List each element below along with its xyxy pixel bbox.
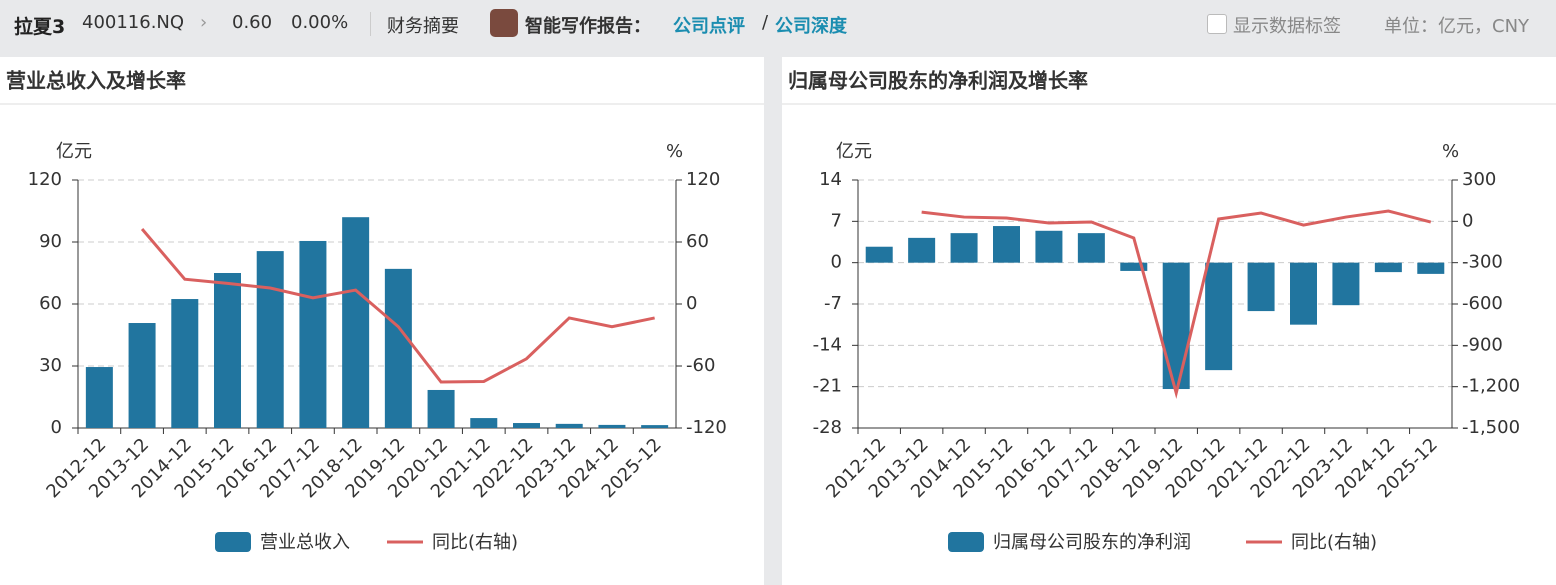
- y-tick-label: 14: [819, 169, 842, 190]
- legend-label: 营业总收入: [260, 532, 350, 553]
- stock-code: 400116.NQ: [82, 12, 185, 33]
- legend-label: 同比(右轴): [432, 532, 518, 553]
- y2-tick-label: -1,200: [1462, 376, 1520, 397]
- bar: [950, 233, 978, 263]
- y2-axis-title: %: [666, 141, 683, 162]
- y-tick-label: 90: [39, 231, 62, 252]
- avatar: [490, 9, 518, 37]
- bar: [865, 246, 893, 263]
- y2-tick-label: 60: [686, 231, 709, 252]
- y-tick-label: 120: [28, 169, 62, 190]
- bar: [513, 423, 540, 428]
- y2-tick-label: -300: [1462, 252, 1503, 273]
- bar: [384, 268, 412, 428]
- y2-tick-label: -1,500: [1462, 417, 1520, 438]
- bar: [214, 273, 241, 428]
- bar: [598, 424, 626, 428]
- bar: [171, 299, 199, 428]
- y-tick-label: -14: [813, 334, 842, 355]
- y-tick-label: -7: [824, 293, 842, 314]
- y2-tick-label: 120: [686, 169, 720, 190]
- bar: [993, 226, 1020, 263]
- y2-tick-label: 0: [686, 293, 697, 314]
- y-tick-label: 0: [831, 252, 842, 273]
- bar: [256, 251, 284, 428]
- bar: [1290, 262, 1317, 325]
- legend-swatch: [215, 532, 251, 552]
- legend-swatch: [948, 532, 984, 552]
- bar: [342, 217, 370, 428]
- stock-name: 拉夏3: [14, 16, 66, 38]
- y-tick-label: 0: [51, 417, 62, 438]
- bar: [1077, 233, 1105, 263]
- bar: [1332, 262, 1360, 306]
- y-tick-label: -28: [813, 417, 842, 438]
- separator: /: [762, 12, 769, 33]
- bar: [1205, 262, 1233, 371]
- bar: [299, 240, 327, 428]
- bar: [908, 237, 936, 263]
- y-axis-title: 亿元: [836, 141, 872, 162]
- bar: [470, 418, 498, 428]
- legend-label: 归属母公司股东的净利润: [993, 532, 1191, 553]
- y2-tick-label: -120: [686, 417, 727, 438]
- y2-tick-label: 300: [1462, 169, 1496, 190]
- y2-tick-label: -600: [1462, 293, 1503, 314]
- y2-tick-label: -60: [686, 355, 715, 376]
- y2-tick-label: -900: [1462, 334, 1503, 355]
- y-tick-label: -21: [813, 376, 842, 397]
- bar: [1417, 262, 1445, 274]
- bar: [641, 425, 669, 428]
- link[interactable]: 公司点评: [673, 16, 745, 37]
- bar: [128, 323, 156, 428]
- bar: [1374, 262, 1402, 273]
- unit: 单位：亿元，CNY: [1384, 16, 1530, 37]
- bar: [1247, 262, 1275, 312]
- checkbox-label[interactable]: 显示数据标签: [1233, 16, 1341, 37]
- divider: [370, 12, 371, 36]
- bar: [1035, 230, 1063, 263]
- y-axis-title: 亿元: [56, 141, 92, 162]
- legend-label: 同比(右轴): [1291, 532, 1377, 553]
- bar: [1120, 262, 1148, 271]
- y2-axis-title: %: [1442, 141, 1459, 162]
- y2-tick-label: 0: [1462, 210, 1473, 231]
- bar: [1162, 262, 1190, 390]
- bar: [85, 367, 113, 428]
- chart-title: 归属母公司股东的净利润及增长率: [788, 69, 1088, 93]
- bar: [555, 423, 583, 428]
- bar: [427, 389, 455, 428]
- link[interactable]: 公司深度: [775, 16, 847, 37]
- report-label: 智能写作报告：: [525, 16, 651, 37]
- y-tick-label: 7: [831, 210, 842, 231]
- line: [140, 228, 655, 384]
- line: [921, 209, 1432, 399]
- change: 0.00%: [291, 12, 349, 33]
- price: 0.60: [232, 12, 273, 33]
- checkbox[interactable]: [1207, 14, 1227, 34]
- y-tick-label: 30: [39, 355, 62, 376]
- y-tick-label: 60: [39, 293, 62, 314]
- chevron[interactable]: ›: [200, 12, 208, 33]
- chart-title: 营业总收入及增长率: [6, 69, 186, 93]
- tab[interactable]: 财务摘要: [387, 16, 459, 37]
